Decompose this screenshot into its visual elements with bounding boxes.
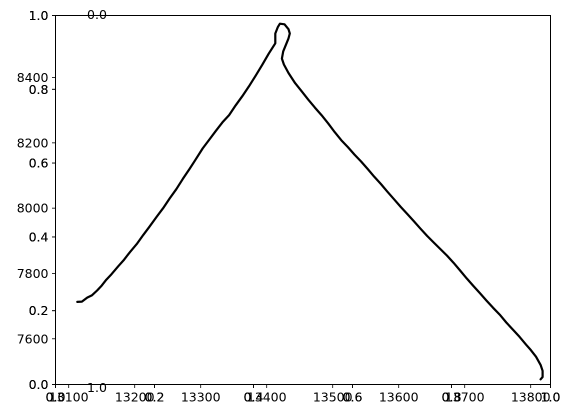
unit-x-tick-label: 0.6 bbox=[343, 390, 363, 405]
y-tick-label: 7600 bbox=[17, 331, 49, 346]
unit-x-tick-label: 0.2 bbox=[145, 390, 165, 405]
unit-x-tick-label: 1.0 bbox=[541, 390, 561, 405]
unit-x-tick-label: 0.8 bbox=[442, 390, 462, 405]
polar-radial-label-bottom: 1.0 bbox=[87, 380, 107, 395]
x-tick-label: 13200 bbox=[115, 390, 155, 405]
x-tick-label: 13500 bbox=[313, 390, 353, 405]
unit-y-tick-label: 0.6 bbox=[29, 156, 49, 171]
unit-y-tick-label: 0.6 bbox=[29, 156, 49, 171]
unit-x-tick-label: 0.4 bbox=[244, 390, 264, 405]
unit-y-tick-label: 0.8 bbox=[29, 82, 49, 97]
unit-y-tick-label: 0.4 bbox=[29, 229, 49, 244]
unit-y-tick-label: 0.4 bbox=[29, 229, 49, 244]
unit-x-tick-label: 0.0 bbox=[46, 390, 66, 405]
unit-y-tick-label: 1.0 bbox=[29, 8, 49, 23]
plot-frame bbox=[55, 15, 551, 385]
unit-y-tick-label: 0.2 bbox=[29, 303, 49, 318]
unit-y-tick-label: 1.0 bbox=[29, 8, 49, 23]
y-tick-label: 8200 bbox=[17, 135, 49, 150]
unit-x-tick-label: 0.0 bbox=[46, 390, 66, 405]
unit-x-tick-label: 0.6 bbox=[343, 390, 363, 405]
unit-x-tick-label: 0.4 bbox=[244, 390, 264, 405]
overlapping-unit-axes: 0.0 0.2 0.4 0.6 0.8 1.00.00.20.40.60.81.00.0 0… bbox=[29, 8, 561, 405]
x-tick-label: 13600 bbox=[379, 390, 419, 405]
x-tick-label: 13400 bbox=[247, 390, 287, 405]
unit-y-tick-label: 0.0 bbox=[29, 377, 49, 392]
x-tick-label: 13300 bbox=[181, 390, 221, 405]
y-tick-label: 8000 bbox=[17, 201, 49, 216]
unit-x-tick-label: 0.2 bbox=[145, 390, 165, 405]
series-line bbox=[76, 22, 544, 381]
unit-x-tick-label: 0.8 bbox=[442, 390, 462, 405]
x-tick-label: 13700 bbox=[445, 390, 485, 405]
data-axes: 13100 13200 13300 13400 13500 13600 13700 13800… bbox=[17, 70, 551, 404]
x-tick-label: 13800 bbox=[511, 390, 551, 405]
unit-y-tick-label: 0.0 bbox=[29, 377, 49, 392]
unit-x-tick-label: 1.0 bbox=[541, 390, 561, 405]
y-tick-label: 7800 bbox=[17, 266, 49, 281]
y-tick-label: 8400 bbox=[17, 70, 49, 85]
unit-y-tick-label: 0.2 bbox=[29, 303, 49, 318]
x-tick-label: 13100 bbox=[49, 390, 89, 405]
unit-y-tick-label: 0.8 bbox=[29, 82, 49, 97]
polar-radial-label-top: 0.0 bbox=[87, 7, 107, 22]
